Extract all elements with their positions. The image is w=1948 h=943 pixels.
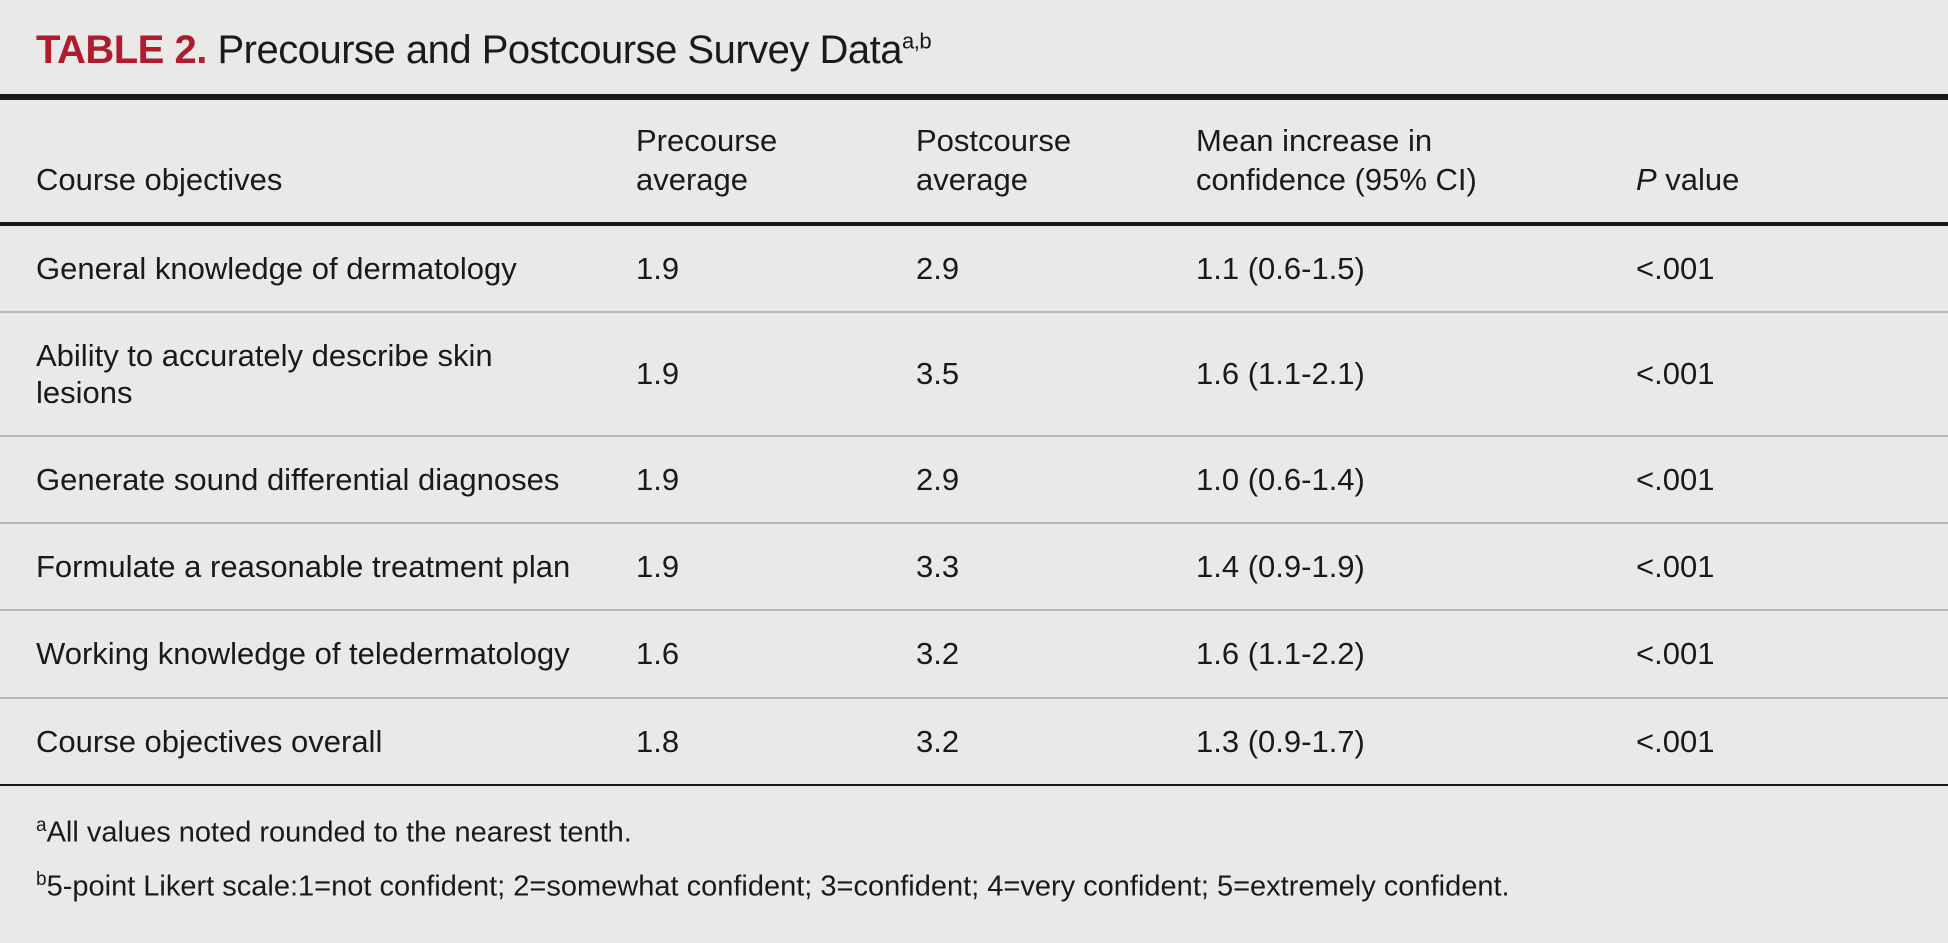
cell-objective: Course objectives overall (0, 698, 600, 785)
cell-precourse: 1.9 (600, 312, 880, 436)
survey-table: Course objectives Precourse average Post… (0, 100, 1948, 786)
footnote-a: aAll values noted rounded to the nearest… (36, 806, 1912, 860)
footnotes: aAll values noted rounded to the nearest… (0, 786, 1948, 943)
cell-objective: Generate sound differential diagnoses (0, 436, 600, 523)
table-title-superscript: a,b (902, 29, 931, 54)
survey-table-container: TABLE 2. Precourse and Postcourse Survey… (0, 0, 1948, 943)
cell-pvalue: <.001 (1600, 224, 1948, 312)
footnote-marker: b (36, 869, 47, 890)
cell-pvalue: <.001 (1600, 698, 1948, 785)
col-header-postcourse: Postcourse average (880, 100, 1160, 222)
cell-precourse: 1.9 (600, 224, 880, 312)
cell-objective: Working knowledge of teledermatology (0, 610, 600, 697)
cell-mean-ci: 1.6 (1.1-2.1) (1160, 312, 1600, 436)
cell-postcourse: 3.2 (880, 698, 1160, 785)
cell-pvalue: <.001 (1600, 523, 1948, 610)
table-row: Generate sound differential diagnoses 1.… (0, 436, 1948, 523)
cell-pvalue: <.001 (1600, 610, 1948, 697)
cell-precourse: 1.9 (600, 436, 880, 523)
footnote-marker: a (36, 815, 47, 836)
table-row: Formulate a reasonable treatment plan 1.… (0, 523, 1948, 610)
table-row: General knowledge of dermatology 1.9 2.9… (0, 224, 1948, 312)
table-head: Course objectives Precourse average Post… (0, 100, 1948, 224)
footnote-text: All values noted rounded to the nearest … (47, 816, 632, 848)
cell-postcourse: 2.9 (880, 224, 1160, 312)
col-header-pvalue: P value (1600, 100, 1948, 222)
cell-precourse: 1.6 (600, 610, 880, 697)
footnote-b: b5-point Likert scale:1=not confident; 2… (36, 860, 1912, 914)
cell-pvalue: <.001 (1600, 436, 1948, 523)
cell-postcourse: 3.5 (880, 312, 1160, 436)
cell-mean-ci: 1.3 (0.9-1.7) (1160, 698, 1600, 785)
cell-objective: Formulate a reasonable treatment plan (0, 523, 600, 610)
cell-postcourse: 3.3 (880, 523, 1160, 610)
cell-mean-ci: 1.6 (1.1-2.2) (1160, 610, 1600, 697)
footnote-text: 5-point Likert scale:1=not confident; 2=… (47, 871, 1510, 903)
cell-postcourse: 2.9 (880, 436, 1160, 523)
col-header-mean-ci: Mean increase in confidence (95% CI) (1160, 100, 1600, 222)
table-row: Ability to accurately describe skin lesi… (0, 312, 1948, 436)
cell-mean-ci: 1.0 (0.6-1.4) (1160, 436, 1600, 523)
table-title: Precourse and Postcourse Survey Data (217, 28, 902, 72)
table-row: Working knowledge of teledermatology 1.6… (0, 610, 1948, 697)
col-header-objective: Course objectives (0, 100, 600, 222)
table-label: TABLE 2. (36, 28, 207, 72)
cell-mean-ci: 1.1 (0.6-1.5) (1160, 224, 1600, 312)
cell-precourse: 1.8 (600, 698, 880, 785)
table-body: General knowledge of dermatology 1.9 2.9… (0, 224, 1948, 785)
cell-objective: General knowledge of dermatology (0, 224, 600, 312)
cell-postcourse: 3.2 (880, 610, 1160, 697)
table-row: Course objectives overall 1.8 3.2 1.3 (0… (0, 698, 1948, 785)
cell-pvalue: <.001 (1600, 312, 1948, 436)
cell-precourse: 1.9 (600, 523, 880, 610)
col-header-precourse: Precourse average (600, 100, 880, 222)
table-title-row: TABLE 2. Precourse and Postcourse Survey… (0, 0, 1948, 94)
cell-mean-ci: 1.4 (0.9-1.9) (1160, 523, 1600, 610)
cell-objective: Ability to accurately describe skin lesi… (0, 312, 600, 436)
